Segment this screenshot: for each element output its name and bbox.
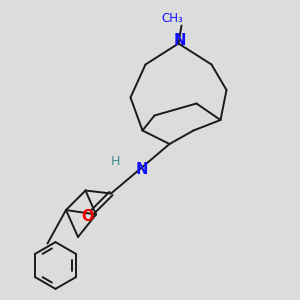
Text: N: N xyxy=(174,33,186,48)
Text: H: H xyxy=(111,154,120,168)
Text: CH₃: CH₃ xyxy=(162,11,183,25)
Text: N: N xyxy=(136,162,148,177)
Text: O: O xyxy=(81,209,93,224)
